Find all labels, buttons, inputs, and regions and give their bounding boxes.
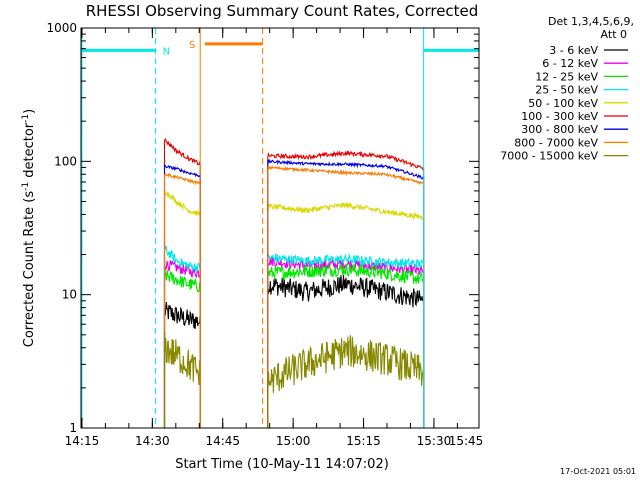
legend-header-line2: Att 0 [601,28,627,41]
plot-frame [80,27,480,429]
legend-entry-label: 800 - 7000 keV [514,136,598,149]
legend-entry-label: 12 - 25 keV [535,70,598,83]
legend-header-line1: Det 1,3,4,5,6,9, [548,15,634,28]
series-line [163,137,425,428]
series-line [163,158,425,428]
legend-entry-label: 50 - 100 keV [528,97,598,110]
y-tick-label: 10 [62,288,77,302]
x-tick-label: 14:45 [205,434,240,448]
x-tick-label: 15:30 [417,434,452,448]
series-line [163,164,425,428]
annotation-label: N [163,46,170,57]
series-line [163,331,425,428]
x-tick-label: 14:30 [135,434,170,448]
legend-entry-label: 7000 - 15000 keV [500,150,598,163]
chart-title: RHESSI Observing Summary Count Rates, Co… [86,2,479,20]
x-axis-label: Start Time (10-May-11 14:07:02) [175,457,389,472]
plot-area: NS [81,28,480,428]
y-tick-label: 1 [69,421,77,435]
series-line [163,274,425,428]
x-tick-label: 15:45 [449,434,484,448]
x-tick-label: 15:00 [276,434,311,448]
series-line [163,262,425,428]
legend-entry-label: 3 - 6 keV [549,44,598,57]
timestamp: 17-Oct-2021 05:01 [560,467,636,476]
legend-entry-label: 6 - 12 keV [542,57,598,70]
axes: 1 10 100 1000 14:15 14:30 14:45 15:00 15:15 15:30… [46,21,483,448]
series-line [163,189,425,428]
legend-entry-label: 100 - 300 keV [521,110,598,123]
y-tick-label: 1000 [46,21,77,35]
legend-entry-label: 300 - 800 keV [521,123,598,136]
series-line [163,245,425,428]
y-tick-label: 100 [54,154,77,168]
x-tick-label: 15:15 [346,434,381,448]
x-tick-label: 14:15 [65,434,100,448]
legend-entry-label: 25 - 50 keV [535,84,598,97]
y-axis-label: Corrected Count Rate (s-1 detector-1) [21,109,37,347]
annotation-label: S [189,40,195,51]
